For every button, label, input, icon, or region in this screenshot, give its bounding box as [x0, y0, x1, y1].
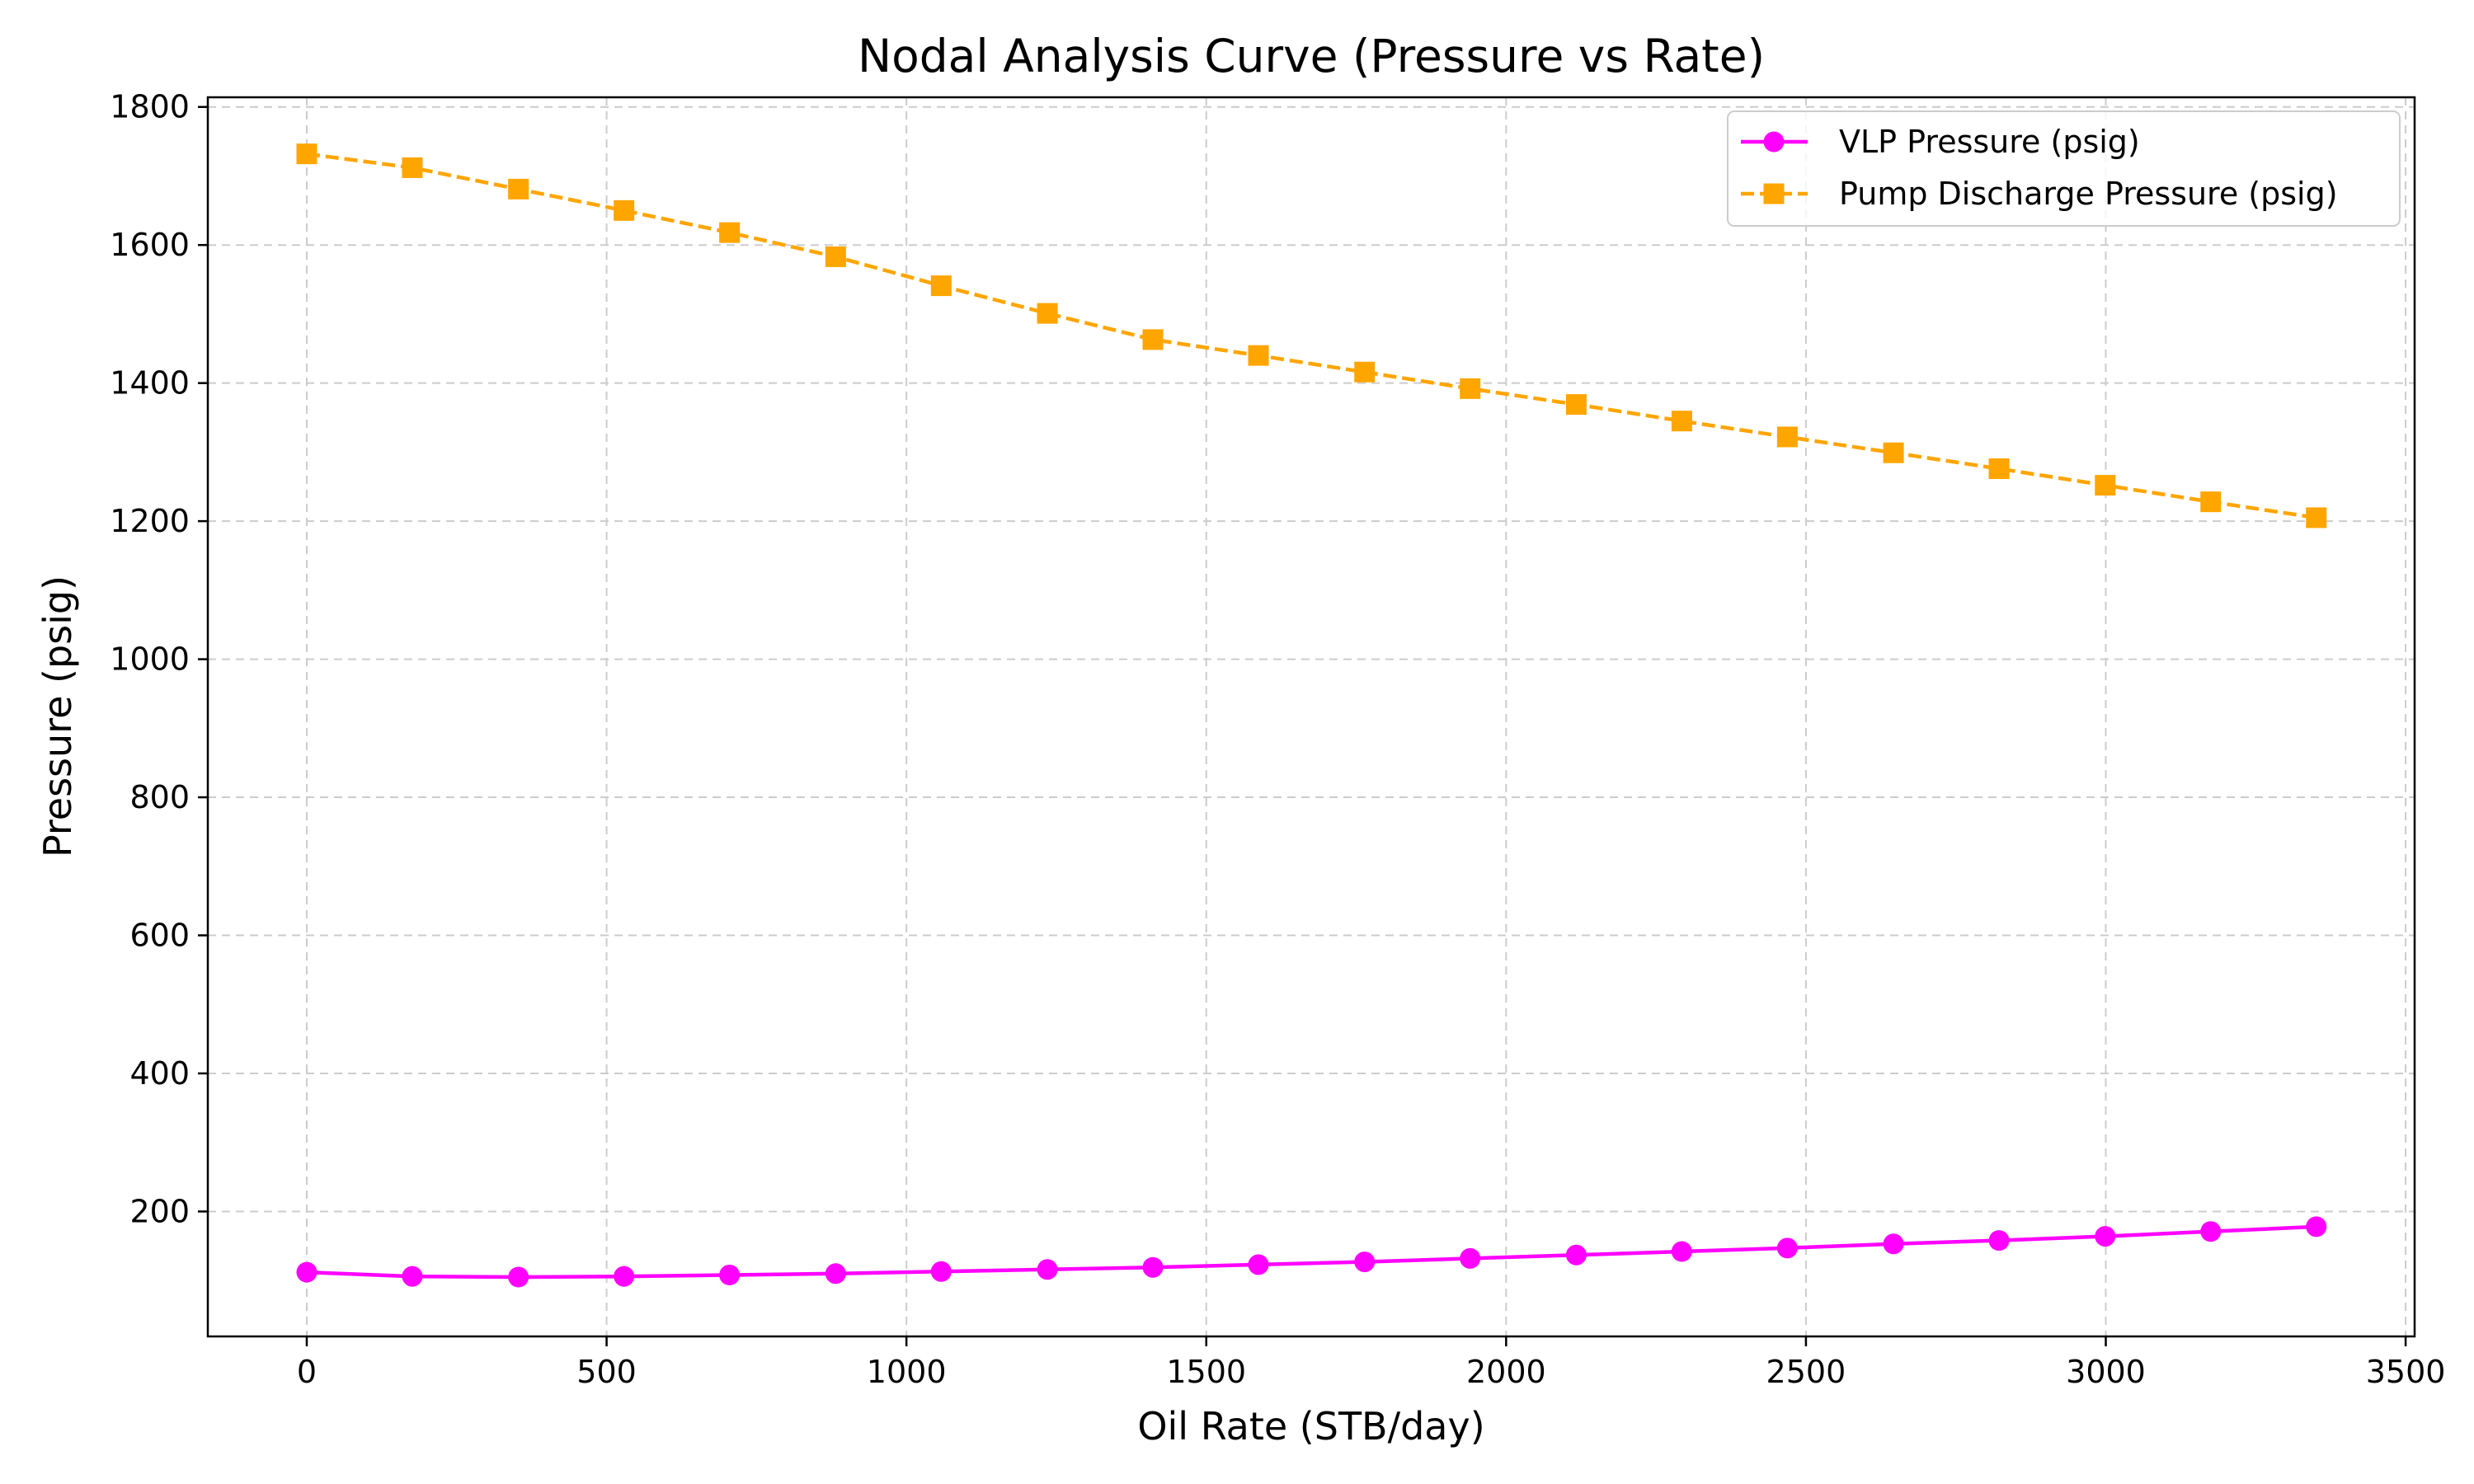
data-point: [1565, 394, 1587, 416]
data-point: [930, 275, 952, 297]
data-point: [1354, 1252, 1376, 1273]
data-point: [825, 1263, 846, 1284]
data-point: [719, 1264, 741, 1285]
data-point: [1671, 411, 1692, 432]
data-point: [508, 178, 529, 200]
y-tick-label: 200: [129, 1193, 190, 1229]
legend-label: Pump Discharge Pressure (psig): [1839, 176, 2338, 212]
legend-entry: Pump Discharge Pressure (psig): [1741, 176, 2338, 212]
data-point: [825, 246, 846, 267]
data-point: [2095, 1226, 2116, 1247]
data-point: [2306, 1216, 2327, 1237]
plot-frame: [206, 96, 2416, 1338]
x-axis: 0 500 1000 1500 2000 2500 3000 3500: [297, 1336, 2446, 1390]
data-point: [719, 222, 741, 243]
y-axis-label: Pressure (psig): [35, 575, 80, 857]
y-tick-label: 800: [129, 779, 190, 815]
data-point: [1883, 1233, 1904, 1255]
data-point: [2200, 1221, 2222, 1242]
x-axis-label: Oil Rate (STB/day): [1137, 1404, 1484, 1449]
x-tick-label: 1500: [1166, 1354, 1246, 1390]
series-line: [306, 152, 2317, 520]
x-tick-label: 0: [297, 1354, 317, 1390]
y-tick-label: 1200: [110, 503, 190, 539]
series-layer: [296, 143, 2327, 1288]
legend-marker: [1763, 131, 1785, 153]
data-point: [930, 1261, 952, 1282]
data-point: [1565, 1244, 1587, 1266]
legend-box: [1727, 110, 2401, 227]
data-point: [1248, 1254, 1269, 1275]
y-tick-label: 1800: [110, 89, 190, 125]
data-point: [1354, 361, 1376, 383]
x-tick-label: 500: [576, 1354, 637, 1390]
data-point: [1776, 426, 1798, 448]
grid: [208, 97, 2415, 1336]
x-tick-label: 2000: [1466, 1354, 1546, 1390]
data-point: [402, 157, 423, 178]
chart-title: Nodal Analysis Curve (Pressure vs Rate): [858, 30, 1765, 82]
y-tick-label: 1400: [110, 365, 190, 402]
legend: VLP Pressure (psig) Pump Discharge Pressu…: [1727, 110, 2401, 227]
series-pump-discharge-pressure: [296, 143, 2327, 528]
y-axis: 200 400 600 800 1000 1200 1400 1600 1800: [110, 89, 208, 1229]
legend-entry: VLP Pressure (psig): [1741, 124, 2140, 160]
y-tick-label: 1000: [110, 641, 190, 678]
data-point: [1988, 458, 2010, 479]
legend-marker: [1763, 183, 1785, 204]
x-tick-label: 3000: [2066, 1354, 2146, 1390]
legend-label: VLP Pressure (psig): [1839, 124, 2140, 160]
x-tick-label: 1000: [867, 1354, 947, 1390]
data-point: [1142, 329, 1164, 350]
data-point: [614, 200, 635, 221]
data-point: [2200, 491, 2222, 513]
data-point: [1460, 1247, 1481, 1269]
data-point: [1776, 1237, 1798, 1259]
data-point: [1142, 1256, 1164, 1278]
y-tick-label: 400: [129, 1055, 190, 1092]
legend-entries: VLP Pressure (psig) Pump Discharge Pressu…: [1741, 124, 2338, 212]
x-tick-label: 2500: [1766, 1354, 1846, 1390]
data-point: [1671, 1241, 1692, 1262]
data-point: [508, 1266, 529, 1288]
data-point: [614, 1266, 635, 1287]
series-vlp-pressure: [296, 1216, 2327, 1288]
data-point: [1883, 442, 1904, 463]
y-tick-label: 600: [129, 918, 190, 954]
data-point: [2306, 507, 2327, 528]
data-point: [296, 143, 317, 165]
data-point: [1037, 1259, 1058, 1280]
series-line: [306, 1224, 2316, 1280]
data-point: [1460, 378, 1481, 399]
data-point: [1037, 303, 1058, 324]
x-tick-label: 3500: [2366, 1354, 2446, 1390]
data-point: [296, 1261, 317, 1283]
data-point: [1248, 345, 1269, 366]
data-point: [1988, 1230, 2010, 1252]
data-point: [2095, 475, 2116, 496]
y-tick-label: 1600: [110, 227, 190, 263]
data-point: [402, 1266, 423, 1287]
